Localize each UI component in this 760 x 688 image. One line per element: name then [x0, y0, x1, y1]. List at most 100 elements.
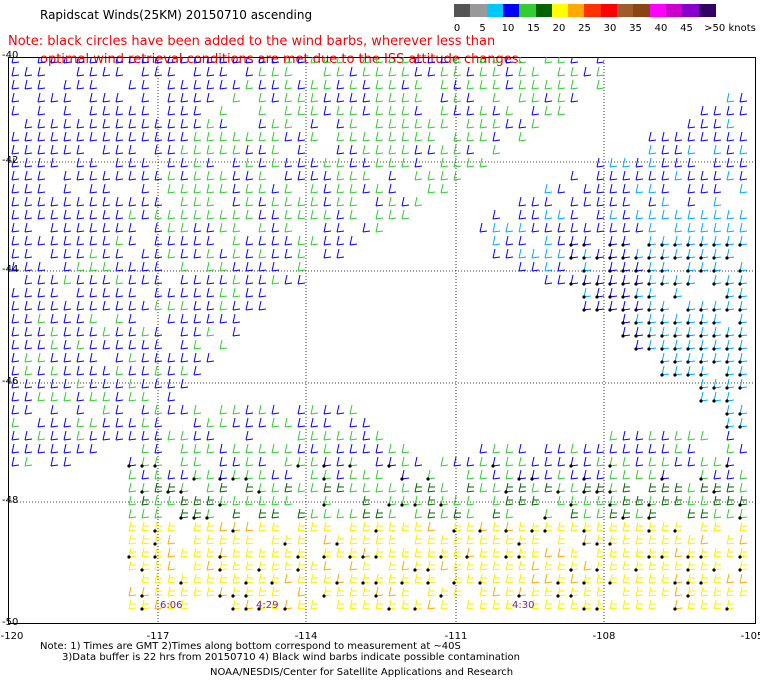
wind-barb — [401, 456, 410, 467]
wind-barb — [167, 430, 176, 441]
wind-barb — [739, 534, 748, 545]
wind-barb — [518, 586, 527, 597]
wind-barb — [154, 456, 163, 467]
contamination-dot — [647, 555, 651, 559]
wind-barb — [180, 573, 189, 584]
wind-barb — [531, 118, 540, 129]
wind-barb — [258, 508, 267, 519]
wind-barb — [258, 300, 267, 311]
contamination-dot — [647, 295, 651, 299]
contamination-dot — [582, 477, 586, 481]
wind-barb — [219, 66, 228, 77]
wind-barb — [232, 170, 241, 181]
wind-barb — [375, 456, 384, 467]
wind-barb — [544, 469, 553, 480]
wind-barb — [180, 118, 189, 129]
wind-barb — [232, 404, 241, 415]
wind-barb — [219, 300, 228, 311]
color-swatch — [682, 4, 700, 17]
wind-barb — [232, 560, 241, 571]
contamination-dot — [608, 542, 612, 546]
wind-barb — [414, 573, 423, 584]
wind-barb — [401, 196, 410, 207]
color-swatch — [535, 4, 553, 17]
wind-barb — [245, 157, 254, 168]
wind-barb — [37, 261, 46, 272]
wind-barb — [661, 196, 670, 207]
wind-barb — [531, 92, 540, 103]
wind-barb — [167, 92, 176, 103]
wind-barb — [453, 170, 462, 181]
map-title: Rapidscat Winds(25KM) 20150710 ascending — [40, 8, 313, 22]
contamination-dot — [699, 477, 703, 481]
wind-barb — [427, 508, 436, 519]
wind-barb — [193, 222, 202, 233]
wind-barb — [336, 105, 345, 116]
wind-barb — [505, 222, 514, 233]
wind-barb — [336, 66, 345, 77]
wind-barb — [193, 157, 202, 168]
wind-barb — [11, 105, 20, 116]
color-swatch — [486, 4, 504, 17]
wind-barb — [63, 261, 72, 272]
wind-barb — [583, 183, 592, 194]
wind-barb — [284, 599, 293, 610]
wind-barb — [648, 443, 657, 454]
wind-barb — [609, 222, 618, 233]
wind-barb — [206, 209, 215, 220]
wind-barb — [687, 300, 696, 311]
wind-barb — [609, 196, 618, 207]
wind-barb — [89, 430, 98, 441]
wind-barb — [466, 534, 475, 545]
wind-barb — [50, 326, 59, 337]
wind-barb — [726, 482, 735, 493]
contamination-dot — [647, 516, 651, 520]
wind-barb — [11, 365, 20, 376]
wind-barb — [674, 456, 683, 467]
wind-barb — [245, 443, 254, 454]
wind-barb — [76, 261, 85, 272]
wind-barb — [323, 547, 332, 558]
wind-barb — [583, 300, 592, 311]
wind-barb — [635, 495, 644, 506]
wind-barb — [11, 144, 20, 155]
wind-barb — [76, 222, 85, 233]
contamination-dot — [595, 308, 599, 312]
wind-barb — [167, 105, 176, 116]
wind-barb — [258, 131, 267, 142]
wind-barb — [479, 79, 488, 90]
wind-barb — [583, 521, 592, 532]
wind-barb — [180, 469, 189, 480]
contamination-dot — [738, 295, 742, 299]
wind-barb — [570, 547, 579, 558]
wind-barb — [102, 144, 111, 155]
wind-barb — [154, 469, 163, 480]
contamination-dot — [231, 477, 235, 481]
wind-barb — [154, 586, 163, 597]
wind-barb — [232, 144, 241, 155]
wind-barb — [726, 157, 735, 168]
wind-barb — [24, 404, 33, 415]
wind-barb — [232, 196, 241, 207]
wind-barb — [128, 222, 137, 233]
wind-barb — [479, 131, 488, 142]
wind-barb — [453, 157, 462, 168]
wind-barb — [193, 287, 202, 298]
wind-barb — [89, 183, 98, 194]
wind-barb — [102, 339, 111, 350]
wind-barb — [739, 170, 748, 181]
wind-barb — [24, 157, 33, 168]
wind-barb — [258, 521, 267, 532]
wind-barb — [193, 417, 202, 428]
wind-barb — [24, 300, 33, 311]
contamination-dot — [634, 256, 638, 260]
contamination-dot — [699, 321, 703, 325]
contamination-dot — [608, 295, 612, 299]
wind-barb — [544, 482, 553, 493]
wind-barb — [557, 248, 566, 259]
contamination-dot — [673, 607, 677, 611]
wind-barb — [700, 261, 709, 272]
wind-barb — [492, 105, 501, 116]
wind-barb — [518, 222, 527, 233]
wind-barb — [479, 157, 488, 168]
